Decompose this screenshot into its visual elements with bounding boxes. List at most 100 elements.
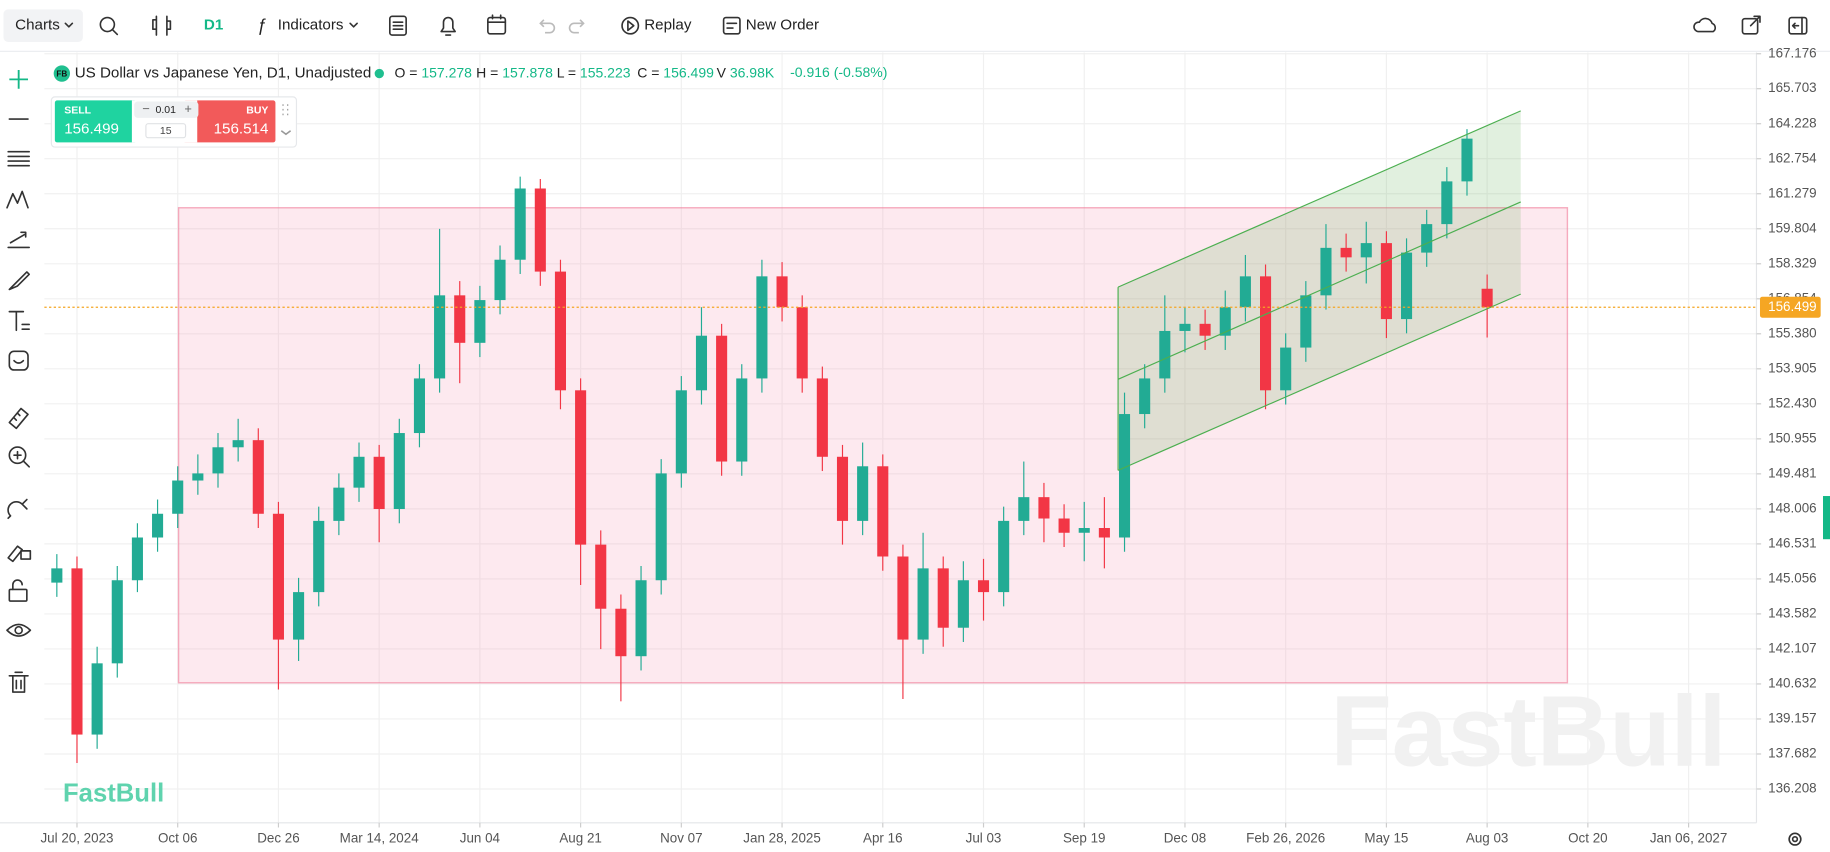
chevron — [64, 22, 74, 28]
candle-body — [313, 520, 325, 593]
candle-body — [192, 473, 204, 481]
symbol-badge — [53, 65, 71, 82]
candle-body — [393, 433, 405, 510]
crosshair-tool[interactable] — [9, 70, 29, 89]
redo-icon[interactable] — [568, 19, 585, 34]
candle-body — [635, 580, 647, 657]
y-tick-label: 161.279 — [1768, 185, 1816, 200]
visibility-tool[interactable] — [6, 623, 32, 637]
y-tick-label: 167.176 — [1768, 45, 1816, 60]
lock-tool[interactable] — [8, 579, 28, 602]
candle-body — [111, 580, 123, 664]
pattern-tool[interactable] — [6, 190, 29, 209]
zoom-tool[interactable] — [8, 446, 30, 468]
drawing-toolbar — [6, 70, 32, 693]
y-tick-label: 142.107 — [1768, 640, 1816, 655]
y-tick-label: 146.531 — [1768, 535, 1816, 550]
qty-value[interactable]: 15 — [160, 125, 172, 137]
candle-body — [756, 276, 768, 379]
layout-icon[interactable] — [388, 15, 407, 36]
toolbar: Charts D1 ƒ Indicators Replay New Order — [0, 9, 1830, 52]
candle-body — [152, 513, 164, 538]
widget-handle[interactable] — [280, 104, 292, 136]
buy-button[interactable] — [183, 100, 276, 143]
lot-field[interactable] — [134, 101, 199, 118]
rectangle-drawing[interactable] — [177, 207, 1569, 684]
new-order-label[interactable]: New Order — [746, 17, 819, 34]
symbol-title: US Dollar vs Japanese Yen, D1, Unadjuste… — [75, 65, 372, 82]
search-icon[interactable] — [99, 16, 119, 36]
replay-icon[interactable] — [621, 16, 640, 35]
x-tick-label: Aug 03 — [1466, 831, 1508, 846]
lot-value[interactable]: 0.01 — [156, 104, 177, 116]
magnet-tool[interactable] — [7, 498, 28, 520]
x-tick-label: Jan 28, 2025 — [743, 831, 821, 846]
qty-field[interactable] — [145, 123, 187, 139]
icon-tool[interactable] — [8, 350, 29, 371]
replay-label[interactable]: Replay — [644, 17, 692, 34]
x-tick-label: Aug 21 — [559, 831, 602, 846]
share-icon[interactable] — [1741, 15, 1761, 35]
delete-tool[interactable] — [8, 671, 29, 693]
fib-tool[interactable] — [7, 150, 30, 167]
buy-price[interactable]: 156.514 — [214, 121, 269, 138]
candle-body — [494, 259, 506, 301]
candle-body — [252, 440, 264, 514]
side-tab[interactable] — [1822, 496, 1830, 540]
indicators-label[interactable]: Indicators — [278, 17, 344, 34]
charts-label: Charts — [15, 17, 60, 34]
candle-body — [1078, 528, 1090, 533]
undo-icon[interactable] — [539, 19, 556, 34]
lot-plus[interactable]: + — [184, 101, 191, 116]
calendar-icon[interactable] — [487, 14, 507, 35]
candle-body — [957, 580, 969, 628]
watermark-large: FastBull — [1330, 675, 1726, 787]
sell-price[interactable]: 156.499 — [64, 121, 119, 138]
chart-type-icon[interactable] — [152, 15, 172, 36]
candle-body — [877, 466, 889, 557]
buy-label[interactable]: BUY — [246, 105, 268, 117]
candle-body — [796, 307, 808, 379]
lot-minus[interactable]: − — [142, 101, 149, 116]
indicators-icon[interactable]: ƒ — [257, 14, 267, 34]
y-tick-label: 139.157 — [1768, 711, 1816, 726]
fullscreen-icon[interactable] — [1788, 16, 1808, 35]
interval[interactable]: D1 — [204, 17, 223, 34]
lock-draw-tool[interactable] — [7, 545, 32, 563]
candle-body — [293, 592, 305, 640]
alert-icon[interactable] — [440, 16, 456, 36]
projection-tool[interactable] — [7, 231, 30, 249]
parallel-channel[interactable] — [1117, 110, 1521, 471]
ohlc-high: H = 157.878 — [476, 64, 553, 80]
candle-body — [736, 378, 748, 462]
candle-body — [131, 537, 143, 581]
candle-body — [1058, 518, 1070, 533]
cloud-icon[interactable] — [1693, 17, 1716, 33]
sell-button[interactable] — [54, 100, 137, 143]
y-tick-label: 136.208 — [1768, 781, 1816, 796]
candle-body — [615, 608, 627, 657]
order-icon[interactable] — [722, 16, 741, 35]
brush-tool[interactable] — [8, 271, 30, 291]
candle-body — [514, 188, 526, 260]
candle-body — [1380, 243, 1392, 320]
candle-body — [1259, 276, 1272, 391]
candle-body — [776, 276, 788, 308]
ruler-tool[interactable] — [8, 407, 29, 430]
text-tool[interactable] — [8, 310, 30, 332]
watermark-small: FastBull — [63, 780, 164, 808]
charts-button[interactable] — [3, 9, 83, 43]
ohlc-low: L = 155.223 — [557, 64, 631, 80]
y-tick-label: 165.703 — [1768, 80, 1816, 95]
candle-body — [1199, 323, 1211, 336]
candle-body — [172, 480, 184, 514]
x-tick-label: Mar 14, 2024 — [340, 831, 420, 846]
candle-body — [857, 466, 869, 521]
sell-label[interactable]: SELL — [64, 105, 91, 117]
candle-body — [373, 456, 385, 510]
settings-icon[interactable] — [1788, 832, 1802, 846]
candle-body — [1300, 295, 1312, 348]
